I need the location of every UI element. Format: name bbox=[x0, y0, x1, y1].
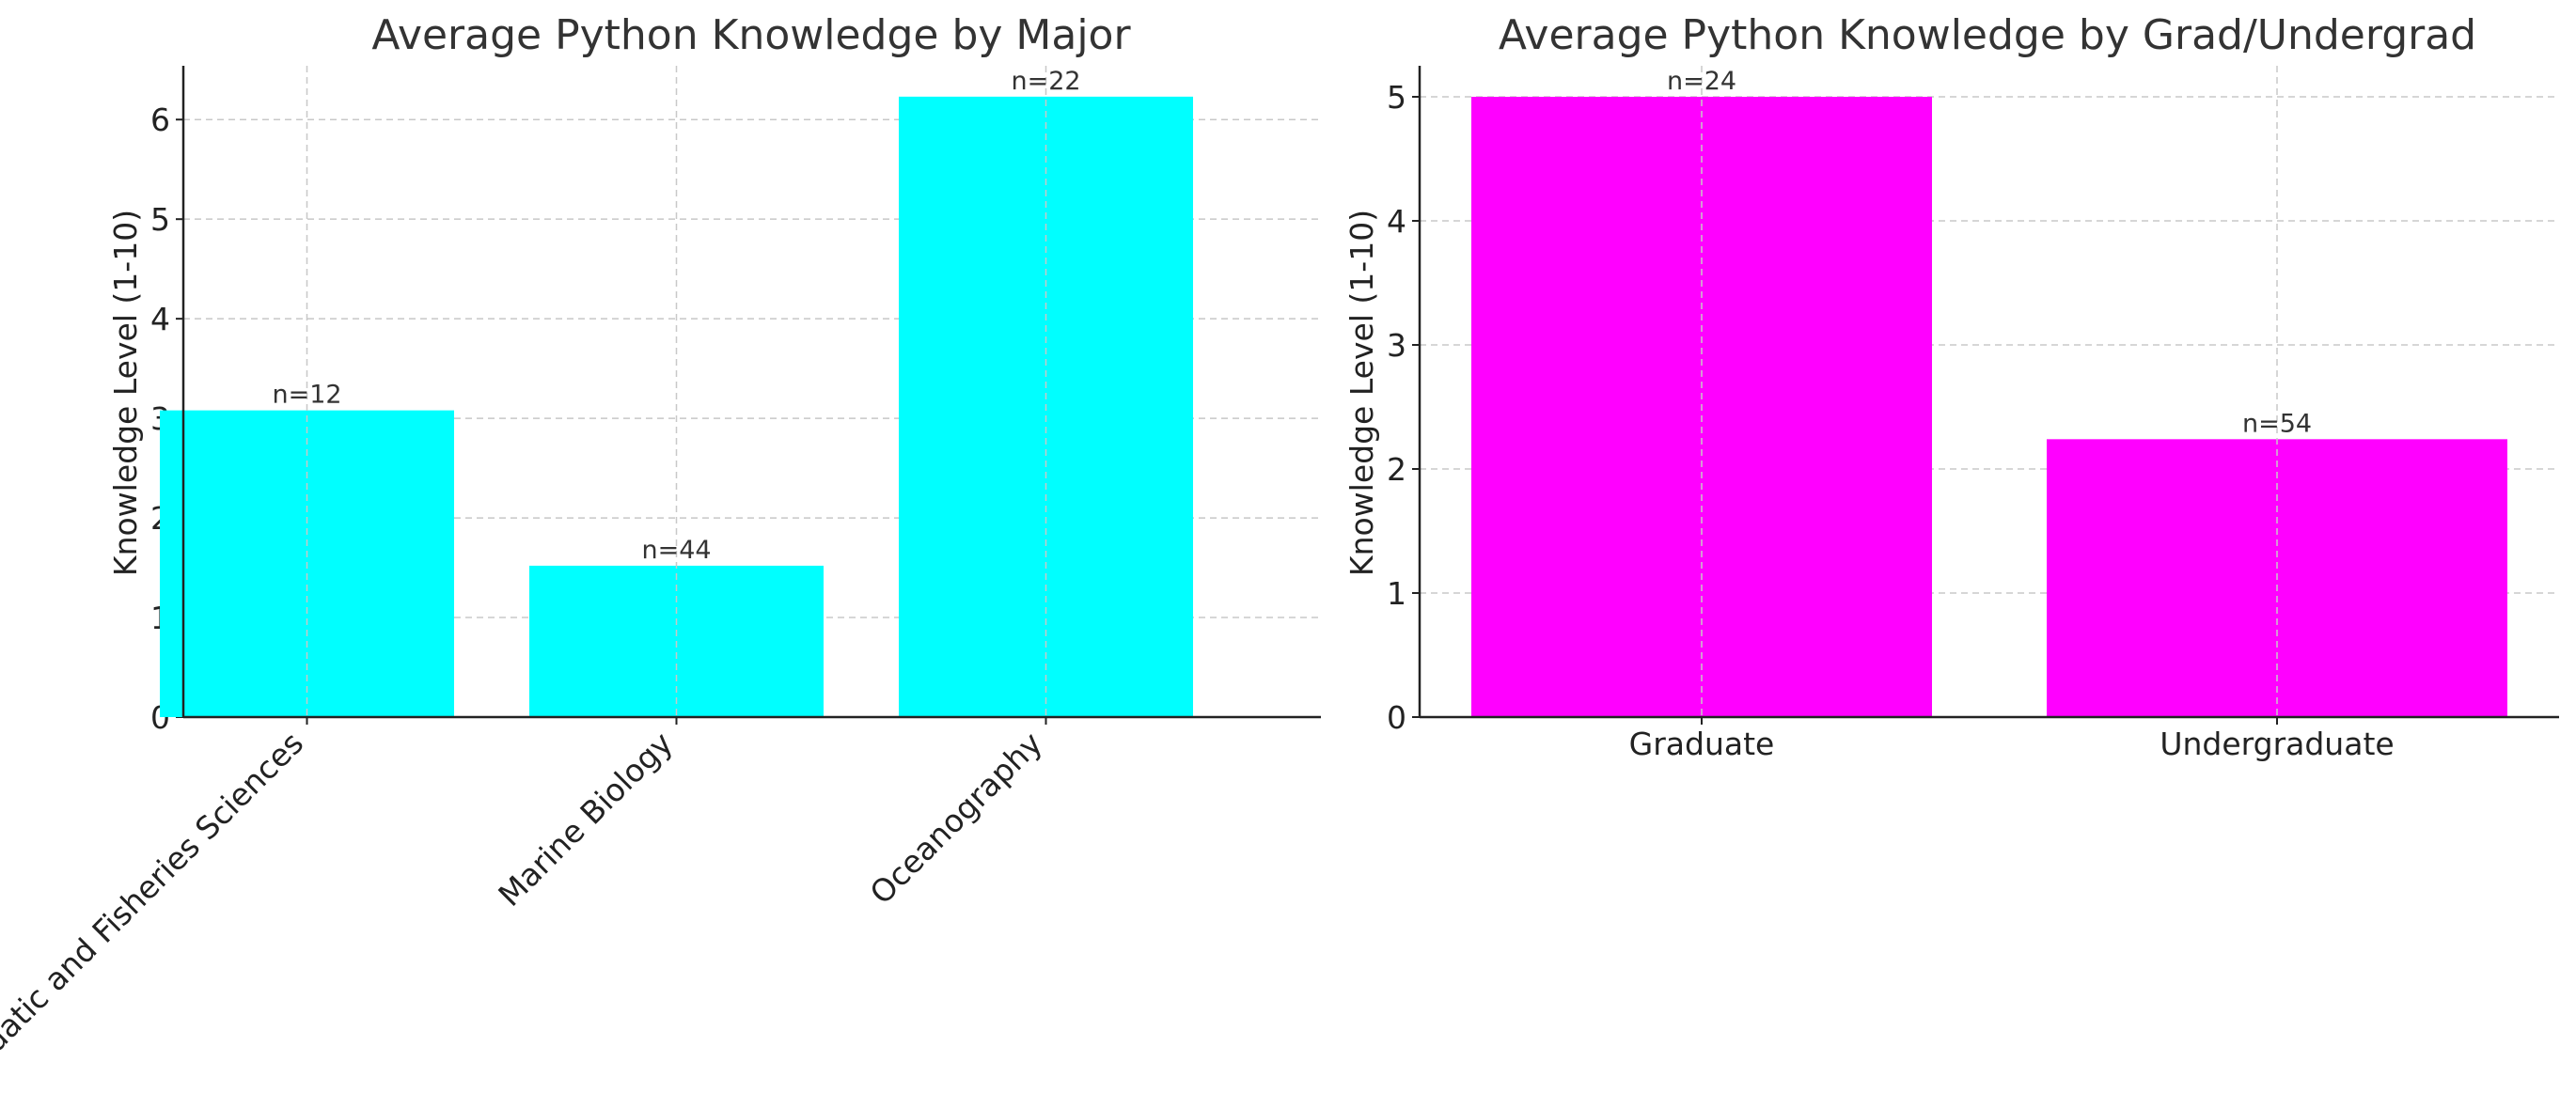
y-axis-label: Knowledge Level (1-10) bbox=[107, 210, 144, 576]
chart-grad-undergrad: Average Python Knowledge by Grad/Undergr… bbox=[1343, 11, 2559, 762]
x-tick-label: Undergraduate bbox=[2160, 726, 2394, 762]
count-label: n=54 bbox=[2242, 409, 2312, 438]
x-tick-label: Graduate bbox=[1629, 726, 1775, 762]
y-tick-label: 4 bbox=[150, 301, 170, 337]
count-label: n=12 bbox=[272, 381, 341, 410]
y-axis-label: Knowledge Level (1-10) bbox=[1343, 210, 1380, 576]
x-tick-label: Aquatic and Fisheries Sciences bbox=[0, 725, 310, 1087]
y-tick-label: 2 bbox=[1387, 451, 1406, 488]
count-label: n=24 bbox=[1667, 67, 1736, 96]
chart-title: Average Python Knowledge by Major bbox=[371, 11, 1131, 59]
y-tick-label: 1 bbox=[1387, 575, 1406, 612]
count-label: n=44 bbox=[641, 536, 711, 565]
y-tick-label: 5 bbox=[150, 201, 170, 238]
x-tick-label: Oceanography bbox=[863, 725, 1050, 912]
chart-major: Average Python Knowledge by Major Knowle… bbox=[0, 11, 1321, 1087]
count-label: n=22 bbox=[1011, 67, 1080, 96]
y-tick-label: 4 bbox=[1387, 203, 1406, 240]
x-tick-label: Marine Biology bbox=[491, 725, 680, 914]
y-tick-label: 5 bbox=[1387, 79, 1406, 116]
y-tick-label: 6 bbox=[150, 102, 170, 138]
y-tick-label: 0 bbox=[1387, 699, 1406, 736]
chart-title: Average Python Knowledge by Grad/Undergr… bbox=[1499, 11, 2476, 59]
y-tick-label: 3 bbox=[1387, 327, 1406, 364]
